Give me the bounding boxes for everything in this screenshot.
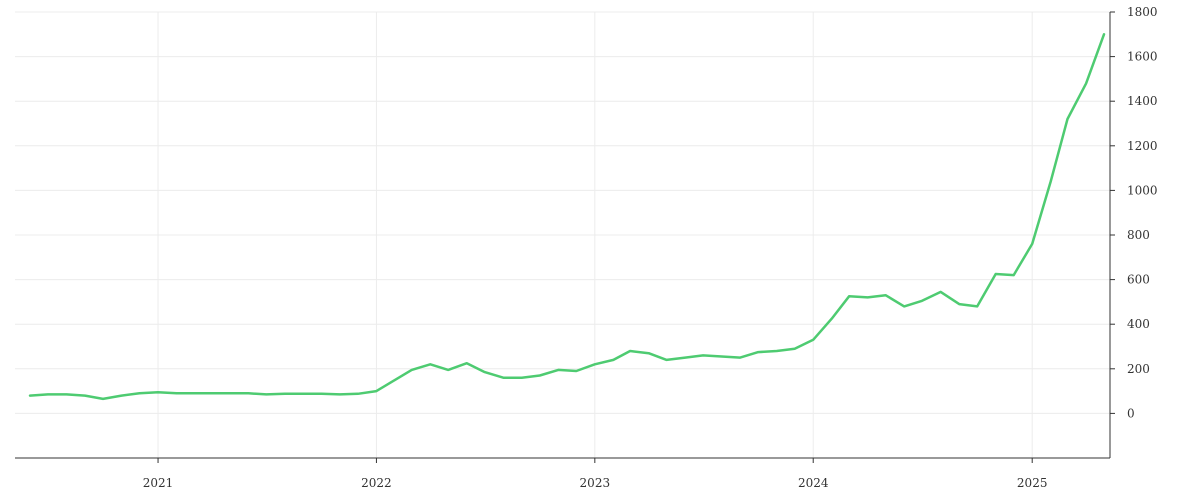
- grid-lines: [15, 11, 1110, 459]
- x-tick-label: 2021: [143, 476, 174, 490]
- y-tick-label: 1800: [1127, 5, 1158, 19]
- y-tick-label: 800: [1127, 228, 1150, 242]
- y-tick-label: 1400: [1127, 94, 1158, 108]
- tick-labels: 2021 2022 2023 2024 2025 0 200 400 600 800 1000 120…: [143, 5, 1158, 490]
- x-tick-label: 2024: [798, 476, 829, 490]
- y-tick-label: 1200: [1127, 139, 1158, 153]
- series-layer: [28, 33, 1106, 401]
- y-tick-label: 0: [1127, 406, 1135, 420]
- series-line: [28, 33, 1106, 401]
- y-tick-label: 1000: [1127, 183, 1158, 197]
- y-tick-label: 600: [1127, 273, 1150, 287]
- x-tick-label: 2022: [361, 476, 392, 490]
- axes: [15, 11, 1115, 463]
- x-tick-label: 2025: [1017, 476, 1048, 490]
- y-tick-label: 1600: [1127, 50, 1158, 64]
- y-tick-label: 200: [1127, 362, 1150, 376]
- y-tick-label: 400: [1127, 317, 1150, 331]
- x-tick-label: 2023: [580, 476, 611, 490]
